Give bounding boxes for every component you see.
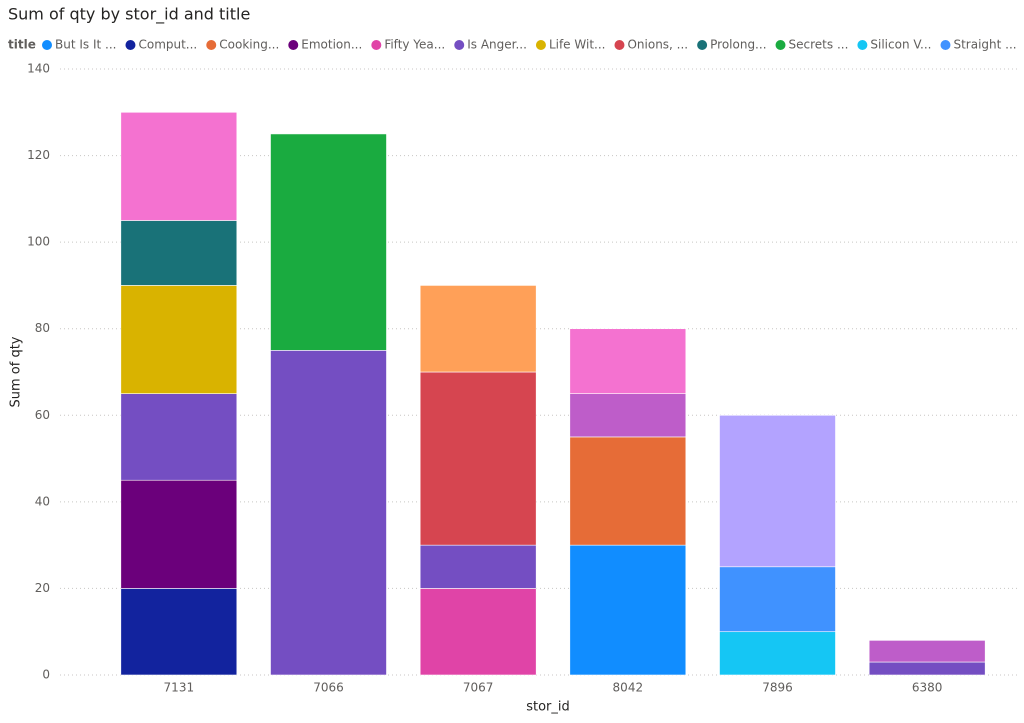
bar-segment <box>419 588 537 676</box>
bar-segment <box>120 220 238 286</box>
x-axis-title: stor_id <box>526 700 570 715</box>
y-tick-label: 120 <box>27 148 50 162</box>
legend-entry: Life Wit... <box>549 38 606 52</box>
y-tick-label: 140 <box>27 62 50 76</box>
bar-segment <box>419 285 537 373</box>
legend-marker <box>775 40 786 50</box>
legend-entry: But Is It ... <box>55 38 116 52</box>
legend-entry: Secrets ... <box>789 38 849 52</box>
legend-entry: Emotion... <box>301 38 362 52</box>
legend-entry: Straight ... <box>953 38 1016 52</box>
bar-segment <box>868 661 986 676</box>
legend-entry: Fifty Yea... <box>384 38 445 52</box>
y-tick-label: 100 <box>27 235 50 249</box>
bar-segment <box>719 414 836 568</box>
bar-segment <box>569 436 687 546</box>
bar-segment <box>569 544 687 676</box>
legend-marker <box>940 40 951 50</box>
y-tick-label: 0 <box>42 668 50 682</box>
y-axis-title: Sum of qty <box>9 336 24 407</box>
chart-title: Sum of qty by stor_id and title <box>8 5 250 25</box>
legend-marker <box>42 40 52 50</box>
x-tick-label: 7066 <box>313 681 344 695</box>
y-tick-label: 60 <box>35 408 50 422</box>
y-tick-label: 20 <box>35 581 50 595</box>
bar-segment <box>270 133 387 351</box>
x-tick-label: 8042 <box>613 681 644 695</box>
bar-segment <box>120 111 238 221</box>
legend-marker <box>857 40 868 50</box>
x-tick-label: 6380 <box>912 681 943 695</box>
x-tick-label: 7131 <box>164 681 195 695</box>
bar-segment <box>120 285 238 394</box>
bar-segment <box>419 371 537 546</box>
legend-title: title <box>8 38 36 52</box>
legend-marker <box>454 40 465 50</box>
x-tick-label: 7896 <box>762 681 793 695</box>
bar-segment <box>569 328 687 394</box>
bar-segment <box>120 393 238 481</box>
legend-marker <box>371 40 382 50</box>
legend-marker <box>535 40 546 50</box>
legend-marker <box>697 40 708 50</box>
bar-segment <box>120 479 238 589</box>
bar-segment <box>569 393 687 438</box>
x-tick-label: 7067 <box>463 681 494 695</box>
y-tick-label: 40 <box>35 494 50 508</box>
bar-segment <box>120 588 238 676</box>
legend-entry: Cooking... <box>219 38 279 52</box>
bar-segment <box>719 631 836 676</box>
legend-marker <box>206 40 217 50</box>
bar-segment <box>419 544 537 589</box>
legend-marker <box>614 40 625 50</box>
legend-entry: Silicon V... <box>870 38 931 52</box>
bar-segment <box>868 640 986 663</box>
legend-entry: Prolong... <box>710 38 766 52</box>
legend-marker <box>125 40 136 50</box>
legend-entry: Comput... <box>138 38 197 52</box>
bar-segment <box>270 350 387 676</box>
y-tick-label: 80 <box>35 321 50 335</box>
bar-segment <box>719 566 836 633</box>
legend-marker <box>288 40 299 50</box>
legend-entry: Onions, ... <box>627 38 688 52</box>
legend-entry: Is Anger... <box>467 38 527 52</box>
